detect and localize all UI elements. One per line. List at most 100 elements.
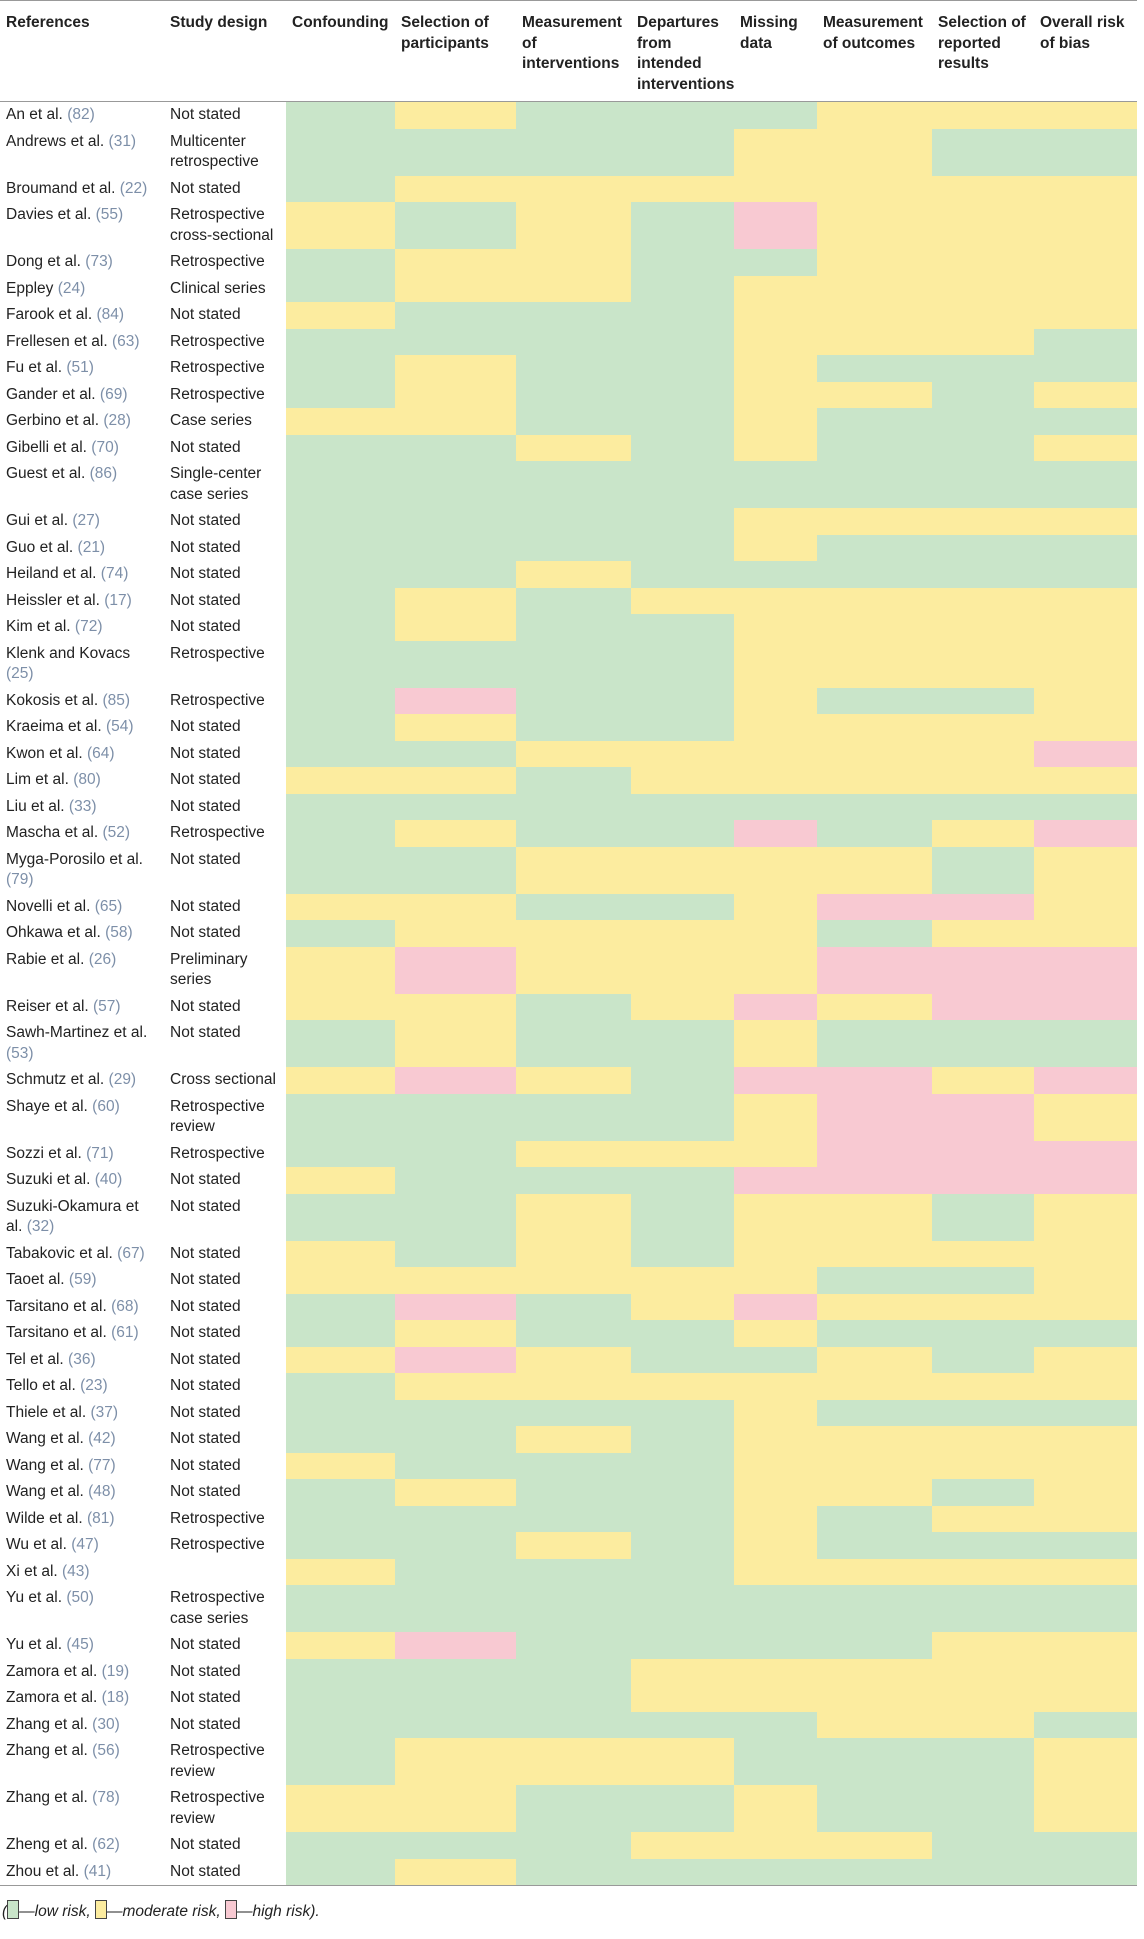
risk-cell <box>516 175 631 202</box>
reference-name: Broumand et al. <box>6 179 116 197</box>
reference-cell: Gibelli et al. (70) <box>0 435 164 462</box>
risk-cell <box>734 993 817 1020</box>
risk-cell <box>1034 1020 1137 1067</box>
reference-name: Andrews et al. <box>6 132 105 150</box>
risk-cell <box>1034 614 1137 641</box>
design-cell: Retrospective review <box>170 1742 265 1780</box>
risk-cell <box>516 687 631 714</box>
table-row: Klenk and Kovacs (25) Retrospective <box>0 640 1137 688</box>
risk-cell <box>631 893 734 920</box>
risk-cell <box>932 1585 1034 1632</box>
risk-cell <box>516 275 631 302</box>
risk-cell <box>817 1193 932 1241</box>
reference-name: Heiland et al. <box>6 565 97 582</box>
risk-cell <box>516 1020 631 1067</box>
reference-cell: Zhang et al. (78) <box>0 1785 164 1832</box>
risk-cell <box>631 793 734 820</box>
risk-cell <box>932 561 1034 588</box>
legend-label: —low risk, <box>19 1903 95 1920</box>
risk-cell <box>734 687 817 714</box>
reference-name: Zhou et al. <box>6 1862 80 1880</box>
risk-cell <box>932 1020 1034 1067</box>
risk-cell <box>516 328 631 355</box>
citation: (50) <box>66 1589 94 1606</box>
risk-cell <box>631 1373 734 1400</box>
header-cell: Selection of reported results <box>932 0 1034 102</box>
risk-cell <box>932 249 1034 276</box>
reference-name: Kokosis et al. <box>6 691 99 709</box>
risk-cell <box>631 1585 734 1632</box>
reference-name: Suzuki et al. <box>6 1171 91 1188</box>
risk-cell <box>932 508 1034 535</box>
risk-cell <box>516 1632 631 1659</box>
risk-cell <box>286 1658 395 1685</box>
design-cell: Not stated <box>170 1689 241 1706</box>
risk-cell <box>516 820 631 847</box>
design-cell: Not stated <box>170 1297 241 1315</box>
risk-cell <box>932 846 1034 894</box>
risk-cell <box>516 1832 631 1859</box>
table-row: Yu et al. (45) Not stated <box>0 1632 1137 1659</box>
table-row: Dong et al. (73) Retrospective <box>0 249 1137 276</box>
risk-cell <box>516 767 631 794</box>
risk-cell <box>932 1785 1034 1832</box>
citation: (62) <box>92 1836 120 1853</box>
risk-cell <box>734 508 817 535</box>
risk-cell <box>817 1452 932 1479</box>
risk-cell <box>395 1293 516 1320</box>
risk-cell <box>734 434 817 461</box>
reference-name: An et al. <box>6 106 63 123</box>
design-cell: Not stated <box>170 565 241 582</box>
risk-cell <box>395 275 516 302</box>
risk-cell <box>817 1785 932 1832</box>
risk-cell <box>1034 820 1137 847</box>
risk-cell <box>395 1505 516 1532</box>
reference-name: Sozzi et al. <box>6 1144 82 1162</box>
reference-cell: Tel et al. (36) <box>0 1347 164 1374</box>
table-row: An et al. (82) Not stated <box>0 101 1137 129</box>
reference-name: Dong et al. <box>6 253 81 270</box>
table-row: Gibelli et al. (70) Not stated <box>0 434 1137 462</box>
risk-cell <box>1034 1532 1137 1559</box>
design-cell: Clinical series <box>170 279 266 297</box>
design-cell: Retrospective <box>170 253 265 270</box>
risk-cell <box>395 381 516 408</box>
risk-cell <box>516 1505 631 1532</box>
risk-cell <box>1034 1738 1137 1785</box>
risk-cell <box>631 1426 734 1453</box>
reference-cell: Yu et al. (50) <box>0 1585 164 1632</box>
reference-cell: Zheng et al. (62) <box>0 1832 164 1859</box>
citation: (67) <box>117 1244 145 1262</box>
design-cell: Not stated <box>170 306 241 323</box>
risk-cell <box>516 1532 631 1559</box>
risk-cell <box>932 1479 1034 1506</box>
reference-cell: Thiele et al. (37) <box>0 1400 164 1427</box>
risk-cell <box>817 1020 932 1067</box>
risk-cell <box>516 1293 631 1320</box>
legend-label: —moderate risk, <box>106 1903 225 1920</box>
risk-cell <box>817 640 932 688</box>
risk-cell <box>631 508 734 535</box>
table-row: Schmutz et al. (29) Cross sectional <box>0 1067 1137 1094</box>
risk-cell <box>1034 202 1137 249</box>
risk-cell <box>516 461 631 508</box>
risk-cell <box>631 1399 734 1426</box>
citation: (63) <box>111 332 140 350</box>
risk-cell <box>516 946 631 994</box>
design-cell: Retrospective <box>170 691 265 709</box>
risk-cell <box>817 101 932 129</box>
citation: (69) <box>99 385 128 403</box>
risk-cell <box>516 587 631 614</box>
risk-cell <box>516 1320 631 1347</box>
reference-cell: Andrews et al. (31) <box>0 129 164 176</box>
legend-open: ( <box>2 1903 8 1920</box>
risk-cell <box>817 381 932 408</box>
table-row: Sawh-Martinez et al. (53) Not stated <box>0 1020 1137 1067</box>
risk-cell <box>734 587 817 614</box>
risk-cell <box>395 1858 516 1886</box>
design-cell: Retrospective <box>170 824 265 841</box>
risk-cell <box>286 1067 395 1094</box>
risk-cell <box>516 1738 631 1785</box>
citation: (52) <box>102 824 131 841</box>
risk-cell <box>395 1685 516 1712</box>
